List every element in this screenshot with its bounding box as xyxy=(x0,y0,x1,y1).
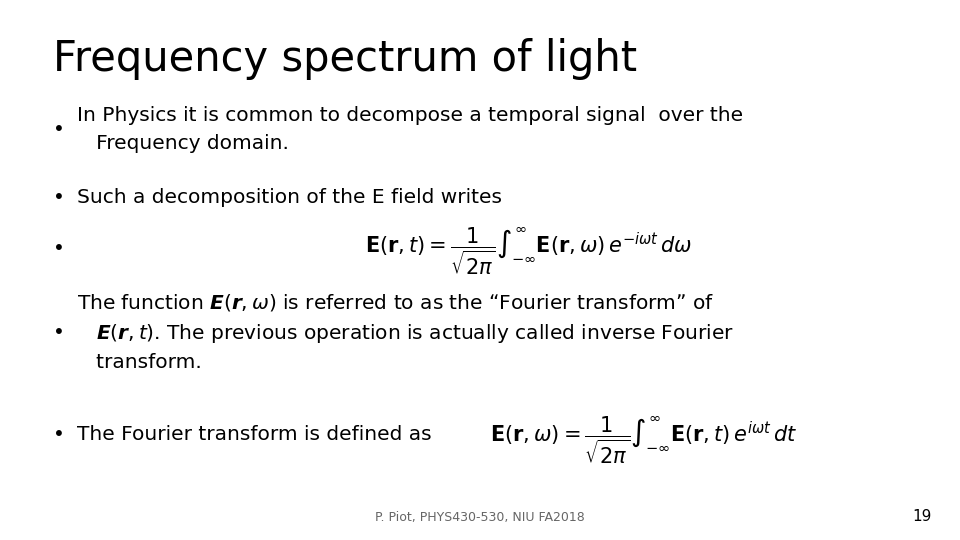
Text: In Physics it is common to decompose a temporal signal  over the
   Frequency do: In Physics it is common to decompose a t… xyxy=(77,106,743,153)
Text: •: • xyxy=(53,322,64,342)
Text: •: • xyxy=(53,187,64,207)
Text: •: • xyxy=(53,425,64,444)
Text: •: • xyxy=(53,120,64,139)
Text: •: • xyxy=(53,239,64,258)
Text: Such a decomposition of the E field writes: Such a decomposition of the E field writ… xyxy=(77,187,502,207)
Text: Frequency spectrum of light: Frequency spectrum of light xyxy=(53,38,636,80)
Text: The function $\boldsymbol{E}(\boldsymbol{r},\omega)$ is referred to as the “Four: The function $\boldsymbol{E}(\boldsymbol… xyxy=(77,292,734,373)
Text: $\mathbf{E}(\mathbf{r},t) = \dfrac{1}{\sqrt{2\pi}} \int_{-\infty}^{\infty} \math: $\mathbf{E}(\mathbf{r},t) = \dfrac{1}{\s… xyxy=(365,226,692,276)
Text: 19: 19 xyxy=(912,509,931,524)
Text: P. Piot, PHYS430-530, NIU FA2018: P. Piot, PHYS430-530, NIU FA2018 xyxy=(375,511,585,524)
Text: $\mathbf{E}(\mathbf{r},\omega) = \dfrac{1}{\sqrt{2\pi}} \int_{-\infty}^{\infty} : $\mathbf{E}(\mathbf{r},\omega) = \dfrac{… xyxy=(490,415,797,465)
Text: The Fourier transform is defined as: The Fourier transform is defined as xyxy=(77,425,431,444)
